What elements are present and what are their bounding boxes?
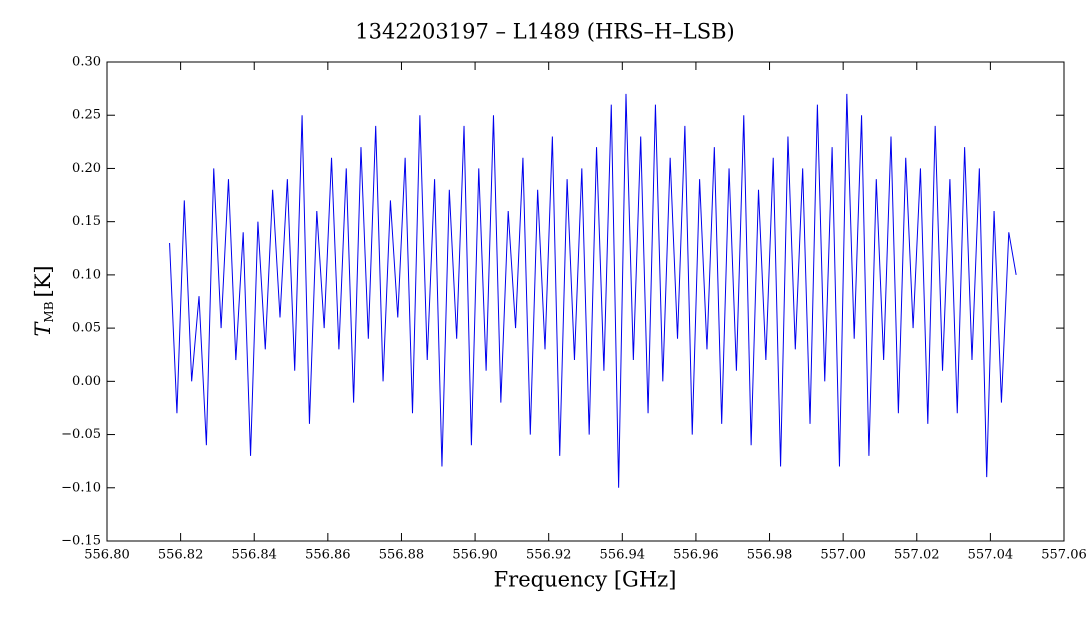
x-tick-label: 556.94 xyxy=(600,548,646,563)
y-tick-label: 0.30 xyxy=(72,55,101,70)
y-tick-label: −0.10 xyxy=(61,480,101,495)
y-label-unit: [K] xyxy=(31,265,55,297)
spectrum-line xyxy=(169,93,1017,488)
x-axis-label: Frequency [GHz] xyxy=(494,568,677,592)
y-tick-label: 0.25 xyxy=(72,108,101,123)
chart-title: 1342203197 – L1489 (HRS–H–LSB) xyxy=(355,20,735,44)
x-tick-label: 556.86 xyxy=(305,548,351,563)
x-tick-label: 557.06 xyxy=(1041,548,1087,563)
y-label-subscript: MB xyxy=(42,301,56,322)
x-tick-label: 557.04 xyxy=(968,548,1014,563)
x-tick-label: 556.90 xyxy=(452,548,498,563)
y-axis-label: TMB [K] xyxy=(31,265,56,336)
y-label-symbol: T xyxy=(31,321,55,337)
y-tick-label: 0.05 xyxy=(72,321,101,336)
y-tick-label: 0.15 xyxy=(72,214,101,229)
x-tick-label: 556.88 xyxy=(379,548,425,563)
x-tick-label: 557.00 xyxy=(820,548,866,563)
x-tick-label: 556.82 xyxy=(158,548,204,563)
y-tick-label: 0.00 xyxy=(72,374,101,389)
x-tick-label: 556.98 xyxy=(747,548,793,563)
y-tick-label: −0.05 xyxy=(61,427,101,442)
x-tick-label: 557.02 xyxy=(894,548,940,563)
plot-frame xyxy=(106,61,1065,542)
x-tick-label: 556.84 xyxy=(231,548,277,563)
y-tick-label: 0.10 xyxy=(72,267,101,282)
x-tick-label: 556.80 xyxy=(84,548,130,563)
y-tick-label: 0.20 xyxy=(72,161,101,176)
x-tick-label: 556.92 xyxy=(526,548,572,563)
x-tick-label: 556.96 xyxy=(673,548,719,563)
y-tick-label: −0.15 xyxy=(61,534,101,549)
